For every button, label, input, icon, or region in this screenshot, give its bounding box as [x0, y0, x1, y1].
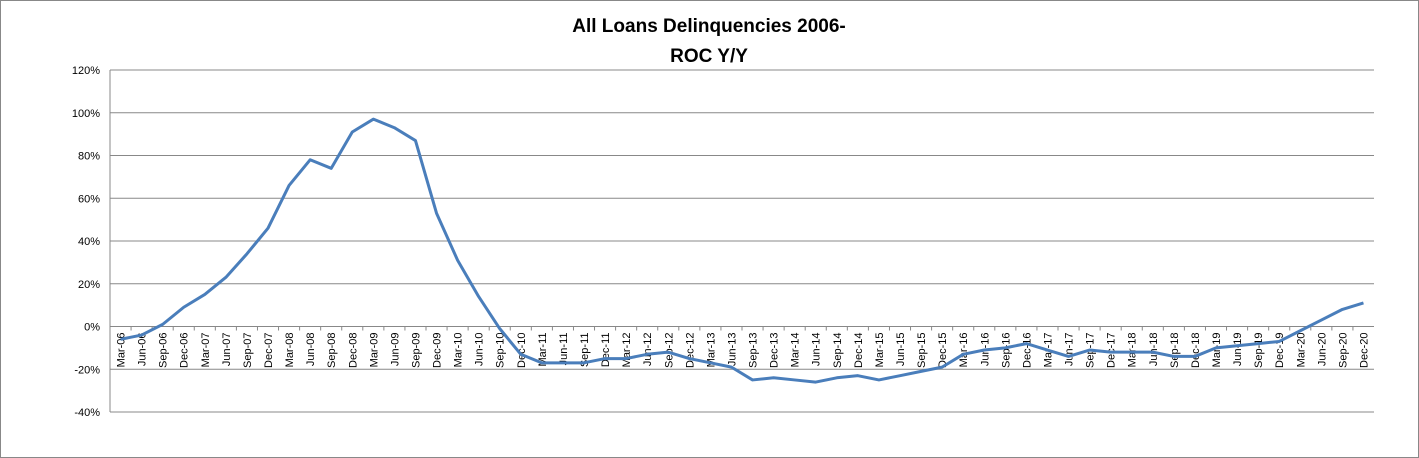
x-tick-label: Dec-14 [853, 333, 865, 368]
x-tick-label: Sep-19 [1253, 333, 1265, 368]
y-tick-label: 60% [78, 193, 100, 205]
x-tick-label: Sep-09 [410, 333, 422, 368]
y-tick-label: -20% [74, 364, 100, 376]
x-tick-label: Dec-11 [600, 333, 612, 368]
x-tick-label: Mar-12 [621, 333, 633, 368]
x-tick-label: Jun-15 [895, 333, 907, 367]
x-tick-label: Sep-08 [326, 333, 338, 368]
x-tick-label: Mar-09 [368, 333, 380, 368]
x-tick-label: Dec-07 [263, 333, 275, 368]
x-tick-label: Jun-08 [305, 333, 317, 367]
x-tick-label: Sep-12 [663, 333, 675, 368]
x-tick-label: Jun-11 [558, 333, 570, 366]
y-tick-label: -40% [74, 407, 100, 419]
x-tick-label: Sep-13 [748, 333, 760, 368]
x-tick-label: Sep-11 [579, 333, 591, 368]
x-tick-label: Mar-11 [537, 333, 549, 367]
x-tick-label: Mar-20 [1295, 333, 1307, 368]
x-tick-label: Jun-18 [1148, 333, 1160, 367]
x-tick-label: Dec-16 [1021, 333, 1033, 368]
y-tick-label: 0% [84, 322, 100, 334]
x-tick-label: Jun-20 [1316, 333, 1328, 367]
x-tick-label: Dec-09 [432, 333, 444, 368]
x-tick-label: Jun-12 [642, 333, 654, 367]
x-tick-label: Mar-18 [1127, 333, 1139, 368]
x-tick-label: Sep-15 [916, 333, 928, 368]
y-tick-label: 100% [72, 108, 100, 120]
x-tick-label: Mar-13 [705, 333, 717, 368]
x-tick-label: Mar-14 [790, 333, 802, 368]
x-tick-label: Sep-14 [832, 333, 844, 368]
y-tick-label: 80% [78, 151, 100, 163]
x-tick-label: Dec-13 [769, 333, 781, 368]
y-tick-label: 20% [78, 279, 100, 291]
x-tick-label: Sep-18 [1169, 333, 1181, 368]
x-tick-label: Dec-17 [1106, 333, 1118, 368]
x-tick-label: Dec-06 [179, 333, 191, 368]
x-tick-label: Jun-14 [811, 333, 823, 367]
y-tick-label: 120% [72, 65, 100, 77]
x-tick-label: Mar-08 [284, 333, 296, 368]
x-tick-label: Sep-16 [1000, 333, 1012, 368]
x-tick-label: Jun-17 [1064, 333, 1076, 367]
x-tick-label: Mar-19 [1211, 333, 1223, 368]
data-line [120, 117, 1364, 384]
x-tick-label: Jun-19 [1232, 333, 1244, 367]
x-tick-label: Jun-06 [137, 333, 149, 367]
y-tick-label: 40% [78, 236, 100, 248]
x-tick-label: Sep-06 [158, 333, 170, 368]
x-tick-label: Dec-08 [347, 333, 359, 368]
x-tick-label: Sep-07 [242, 333, 254, 368]
x-tick-label: Jun-10 [474, 333, 486, 367]
x-tick-label: Sep-20 [1337, 333, 1349, 368]
x-tick-label: Dec-15 [937, 333, 949, 368]
x-tick-label: Mar-10 [453, 333, 465, 368]
x-tick-label: Mar-16 [958, 333, 970, 368]
x-tick-label: Dec-12 [684, 333, 696, 368]
x-tick-label: Dec-18 [1190, 333, 1202, 368]
x-tick-label: Mar-15 [874, 333, 886, 368]
x-tick-label: Jun-09 [389, 333, 401, 367]
x-tick-label: Dec-20 [1358, 333, 1370, 368]
x-tick-label: Mar-07 [200, 333, 212, 368]
x-tick-label: Jun-13 [726, 333, 738, 367]
chart-title: All Loans Delinquencies 2006- [572, 16, 845, 37]
x-tick-label: Mar-06 [116, 333, 128, 368]
x-tick-label: Sep-10 [495, 333, 507, 368]
x-tick-label: Jun-07 [221, 333, 233, 367]
chart-title: ROC Y/Y [670, 46, 748, 67]
x-tick-label: Dec-10 [516, 333, 528, 368]
